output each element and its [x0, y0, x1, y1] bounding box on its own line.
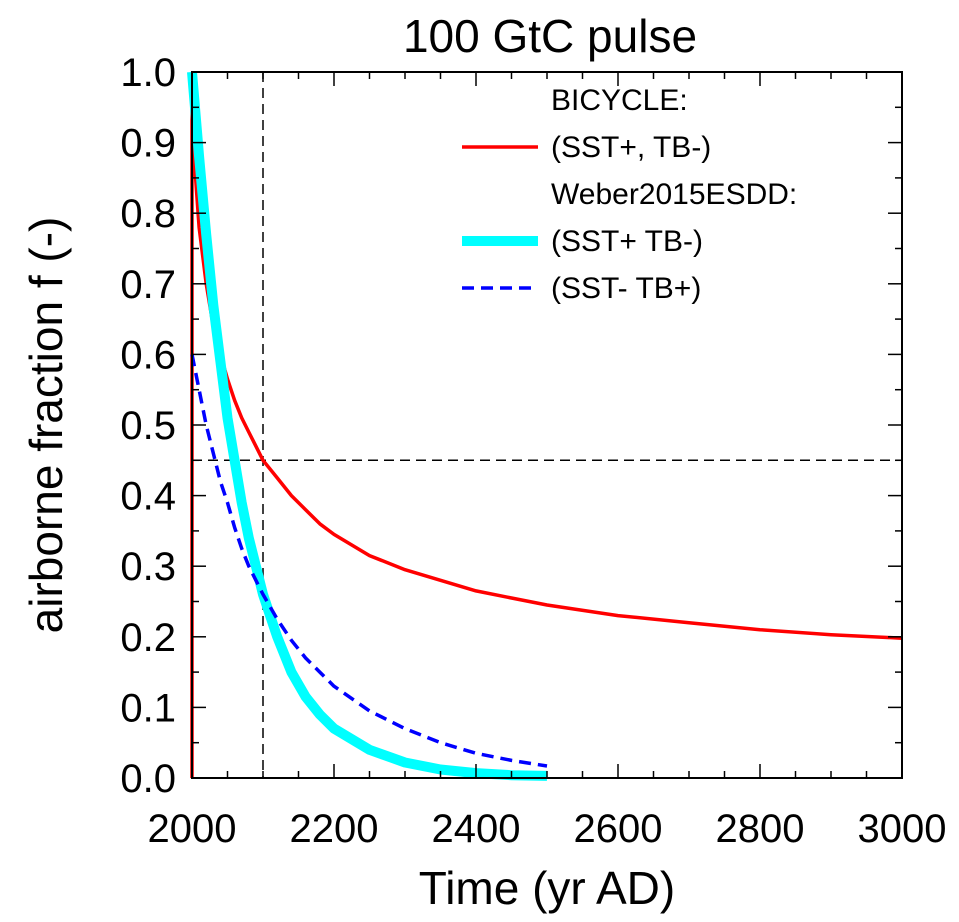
series-line-2 [187, 71, 548, 781]
x-tick-label: 3000 [858, 807, 947, 851]
y-axis-label: airborne fraction f (-) [20, 217, 72, 634]
x-tick-label: 2000 [148, 807, 237, 851]
y-tick-label: 0.2 [120, 616, 176, 660]
x-tick-label: 2600 [574, 807, 663, 851]
legend: BICYCLE: (SST+, TB-) Weber2015ESDD: (SST+ T… [462, 84, 797, 305]
plot-area: 2000 2200 2400 2600 2800 3000 0.0 0.1 0.2 0.3 0.4 0… [120, 51, 946, 851]
y-tick-label: 0.0 [120, 757, 176, 801]
y-tick-label: 0.9 [120, 122, 176, 166]
x-tick-label: 2200 [290, 807, 379, 851]
y-tick-label: 0.7 [120, 263, 176, 307]
legend-label: (SST+, TB-) [551, 131, 711, 164]
y-tick-label: 0.4 [120, 475, 176, 519]
y-tick-label: 0.5 [120, 404, 176, 448]
series-line-3 [190, 354, 548, 768]
y-tick-label: 0.3 [120, 545, 176, 589]
x-tick-label: 2400 [432, 807, 521, 851]
legend-label: (SST- TB+) [551, 272, 701, 305]
y-tick-label: 0.6 [120, 333, 176, 377]
y-tick-label: 1.0 [120, 51, 176, 95]
legend-header: Weber2015ESDD: [551, 178, 797, 211]
legend-header: BICYCLE: [551, 84, 688, 117]
x-axis-label: Time (yr AD) [419, 862, 675, 914]
y-tick-label: 0.1 [120, 686, 176, 730]
y-tick-label: 0.8 [120, 192, 176, 236]
chart-title: 100 GtC pulse [403, 10, 697, 62]
legend-label: (SST+ TB-) [551, 225, 703, 258]
x-tick-label: 2800 [716, 807, 805, 851]
